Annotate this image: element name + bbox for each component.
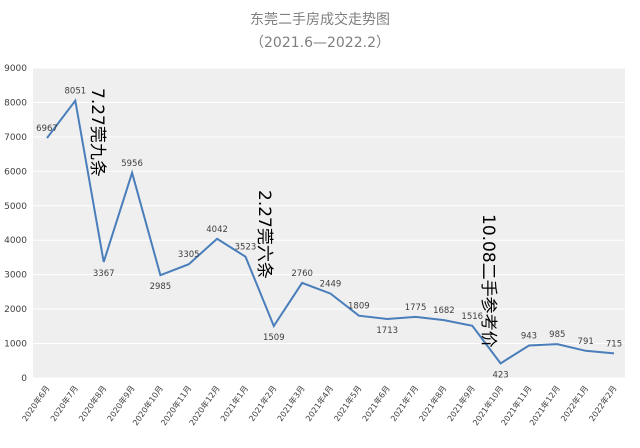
x-tick-label: 2021年4月 [303, 383, 335, 423]
data-label: 5956 [121, 159, 143, 169]
grid-lines [33, 67, 625, 379]
chart-subtitle: （2021.6—2022.2） [250, 35, 390, 51]
data-label: 1509 [263, 333, 285, 343]
data-label: 2449 [320, 280, 342, 290]
y-tick-label: 5000 [4, 202, 27, 212]
annotation-label: 7.27莞九条 [87, 88, 107, 177]
y-tick-label: 0 [21, 374, 27, 384]
y-tick-label: 3000 [4, 271, 27, 281]
y-tick-label: 4000 [4, 236, 27, 246]
y-tick-label: 6000 [4, 167, 27, 177]
x-tick-label: 2022年2月 [587, 383, 619, 423]
y-tick-label: 9000 [4, 64, 27, 74]
data-label: 2760 [291, 269, 313, 279]
y-axis-ticks: 0 1000 2000 3000 4000 5000 6000 7000 8000 9000 [4, 64, 27, 384]
y-tick-label: 2000 [4, 305, 27, 315]
series-polyline [46, 98, 615, 365]
data-label: 715 [606, 339, 622, 349]
series-line [46, 98, 615, 365]
data-label: 3305 [178, 250, 200, 260]
y-tick-label: 1000 [4, 340, 27, 350]
data-label: 3523 [235, 243, 257, 253]
data-label: 423 [492, 370, 508, 380]
data-label: 4042 [206, 225, 228, 235]
plot-area [33, 68, 625, 378]
data-labels: 6967 8051 3367 5956 2985 3305 4042 3523 1509 2760… [36, 87, 622, 381]
data-label: 791 [578, 337, 594, 347]
annotations: 7.27莞九条 2.27莞六条 10.08二手参考价 [87, 88, 498, 348]
x-tick-label: 2021年5月 [332, 383, 364, 423]
data-label: 2985 [150, 282, 172, 292]
data-label: 6967 [36, 124, 58, 134]
data-label: 1713 [376, 326, 398, 336]
data-label: 1775 [405, 303, 427, 313]
x-tick-label: 2021年7月 [388, 383, 420, 423]
x-tick-label: 2021年2月 [246, 383, 278, 423]
data-label: 8051 [65, 87, 87, 97]
x-axis-ticks: 2020年6月2020年7月2020年8月2020年9月2020年10月2020… [20, 383, 619, 427]
x-tick-label: 2020年8月 [76, 383, 108, 423]
annotation-label: 2.27莞六条 [254, 190, 274, 279]
x-tick-label: 2021年8月 [417, 383, 449, 423]
data-label: 3367 [93, 269, 115, 279]
data-label: 1516 [461, 312, 483, 322]
x-tick-label: 2021年3月 [275, 383, 307, 423]
x-tick-label: 2020年7月 [48, 383, 80, 423]
x-tick-label: 2021年1月 [218, 383, 250, 423]
annotation-label: 10.08二手参考价 [478, 214, 498, 348]
data-label: 1682 [433, 306, 455, 316]
x-tick-label: 2021年9月 [445, 383, 477, 423]
x-tick-label: 2020年9月 [105, 383, 137, 423]
x-tick-label: 2022年1月 [558, 383, 590, 423]
data-label: 1809 [348, 302, 370, 312]
chart-title: 东莞二手房成交走势图 [250, 11, 390, 28]
x-tick-label: 2021年6月 [360, 383, 392, 423]
y-tick-label: 7000 [4, 133, 27, 143]
x-tick-label: 2020年6月 [20, 383, 52, 423]
data-label: 943 [521, 332, 537, 342]
data-label: 985 [549, 330, 565, 340]
y-tick-label: 8000 [4, 98, 27, 108]
